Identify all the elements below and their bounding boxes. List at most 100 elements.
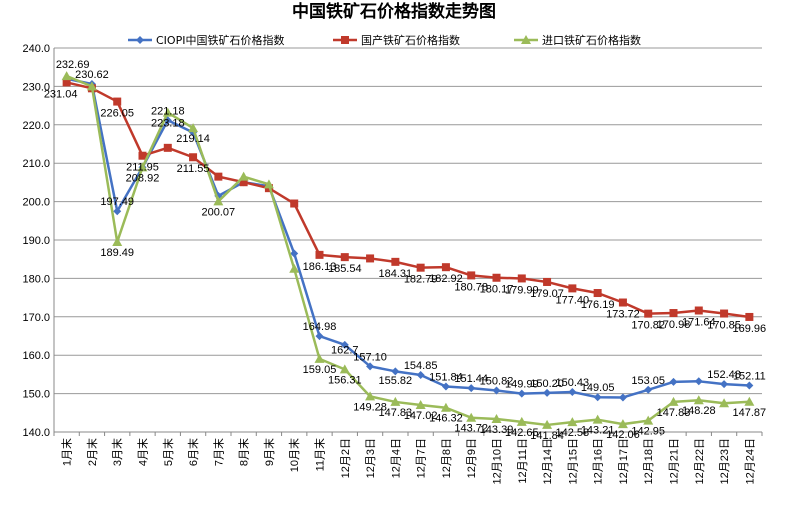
data-label: 147.83 <box>379 407 413 419</box>
series-line <box>66 74 750 427</box>
data-point <box>340 253 349 262</box>
legend-label: CIOPI中国铁矿石价格指数 <box>156 33 284 47</box>
data-label: 170.82 <box>631 320 665 332</box>
x-tick-label: 12月4日 <box>390 438 402 478</box>
x-tick-label: 12月9日 <box>466 438 478 478</box>
y-tick-label: 210.0 <box>22 158 50 170</box>
data-label: 226.05 <box>100 108 134 120</box>
data-label: 142.06 <box>606 429 640 441</box>
data-label: 143.39 <box>480 424 514 436</box>
data-point <box>391 367 400 376</box>
data-point <box>694 377 703 386</box>
data-label: 230.62 <box>75 69 109 81</box>
y-tick-label: 170.0 <box>22 312 50 324</box>
x-tick-label: 12月24日 <box>744 438 756 484</box>
data-point <box>416 370 425 379</box>
data-point <box>263 179 274 189</box>
data-label: 186.13 <box>303 261 337 273</box>
axes: 140.0 150.0 160.0 170.0 180.0 190.0 200.0 210.0… <box>22 43 763 484</box>
data-point <box>517 389 526 398</box>
data-point <box>467 271 476 280</box>
data-label: 176.19 <box>581 299 615 311</box>
data-point <box>366 254 375 263</box>
data-label: 200.07 <box>202 206 236 218</box>
data-label: 152.11 <box>733 370 766 382</box>
y-tick-label: 240.0 <box>22 43 50 55</box>
data-point <box>289 263 300 273</box>
x-tick-label: 8月末 <box>237 438 251 466</box>
data-point <box>668 396 679 406</box>
data-point <box>617 419 628 429</box>
data-point <box>213 196 224 206</box>
data-label: 182.92 <box>429 273 463 285</box>
data-point <box>644 309 653 318</box>
legend-marker <box>521 35 531 44</box>
data-label: 162.7 <box>331 344 359 356</box>
data-point <box>593 393 602 402</box>
data-label: 151.84 <box>429 372 463 384</box>
data-label: 149.28 <box>353 401 387 413</box>
x-tick-label: 12月22日 <box>694 438 706 484</box>
data-point <box>188 123 199 133</box>
x-tick-label: 12月15日 <box>567 438 579 484</box>
data-label: 156.31 <box>328 374 362 386</box>
data-label: 180.78 <box>454 281 488 293</box>
x-tick-label: 12月16日 <box>593 438 605 484</box>
data-point <box>86 81 97 91</box>
data-label: 143.72 <box>454 423 488 435</box>
data-label: 211.95 <box>126 162 159 174</box>
data-label: 153.05 <box>631 375 665 387</box>
data-label: 141.84 <box>530 430 564 442</box>
data-label: 159.05 <box>303 364 337 376</box>
x-tick-label: 12月10日 <box>492 438 504 484</box>
data-label: 146.32 <box>429 413 463 425</box>
data-point <box>340 340 349 349</box>
y-tick-label: 150.0 <box>22 389 50 401</box>
data-label: 184.31 <box>379 268 413 280</box>
x-tick-label: 12月23日 <box>719 438 731 484</box>
data-point <box>138 151 147 160</box>
data-label: 189.49 <box>100 247 134 259</box>
y-tick-label: 180.0 <box>22 273 50 285</box>
legend-label: 国产铁矿石价格指数 <box>361 33 460 47</box>
data-point <box>62 78 71 87</box>
series-2 <box>62 78 754 321</box>
data-label: 179.07 <box>530 288 564 300</box>
data-point <box>568 284 577 293</box>
data-point <box>543 388 552 397</box>
data-point <box>315 250 324 259</box>
data-point <box>720 309 729 318</box>
data-labels: 230.62197.49221.18164.98157.10154.85151.… <box>44 59 766 442</box>
x-tick-label: 12月17日 <box>618 438 630 484</box>
data-label: 150.82 <box>480 375 514 387</box>
data-point <box>163 143 172 152</box>
data-point <box>567 417 578 427</box>
data-point <box>467 384 476 393</box>
series-3 <box>61 71 755 429</box>
x-tick-label: 12月2日 <box>340 438 352 478</box>
chart-title: 中国铁矿石价格指数走势图 <box>292 1 496 22</box>
data-point <box>390 396 401 406</box>
data-point <box>415 400 426 410</box>
data-point <box>618 393 627 402</box>
data-point <box>239 178 248 187</box>
legend-marker <box>136 36 144 44</box>
data-point <box>568 387 577 396</box>
data-point <box>719 398 730 408</box>
data-point <box>492 386 501 395</box>
x-tick-label: 4月末 <box>136 438 150 466</box>
data-label: 231.04 <box>44 88 78 100</box>
data-label: 147.83 <box>657 407 691 419</box>
data-label: 171.64 <box>682 317 716 329</box>
data-point <box>113 97 122 106</box>
data-label: 164.98 <box>303 321 337 333</box>
x-tick-label: 1月末 <box>60 438 74 466</box>
data-label: 219.14 <box>176 133 210 145</box>
data-point <box>290 249 299 258</box>
data-label: 223.18 <box>151 118 185 130</box>
data-point <box>745 312 754 321</box>
data-point <box>61 71 72 81</box>
y-tick-label: 190.0 <box>22 235 50 247</box>
data-point <box>745 381 754 390</box>
